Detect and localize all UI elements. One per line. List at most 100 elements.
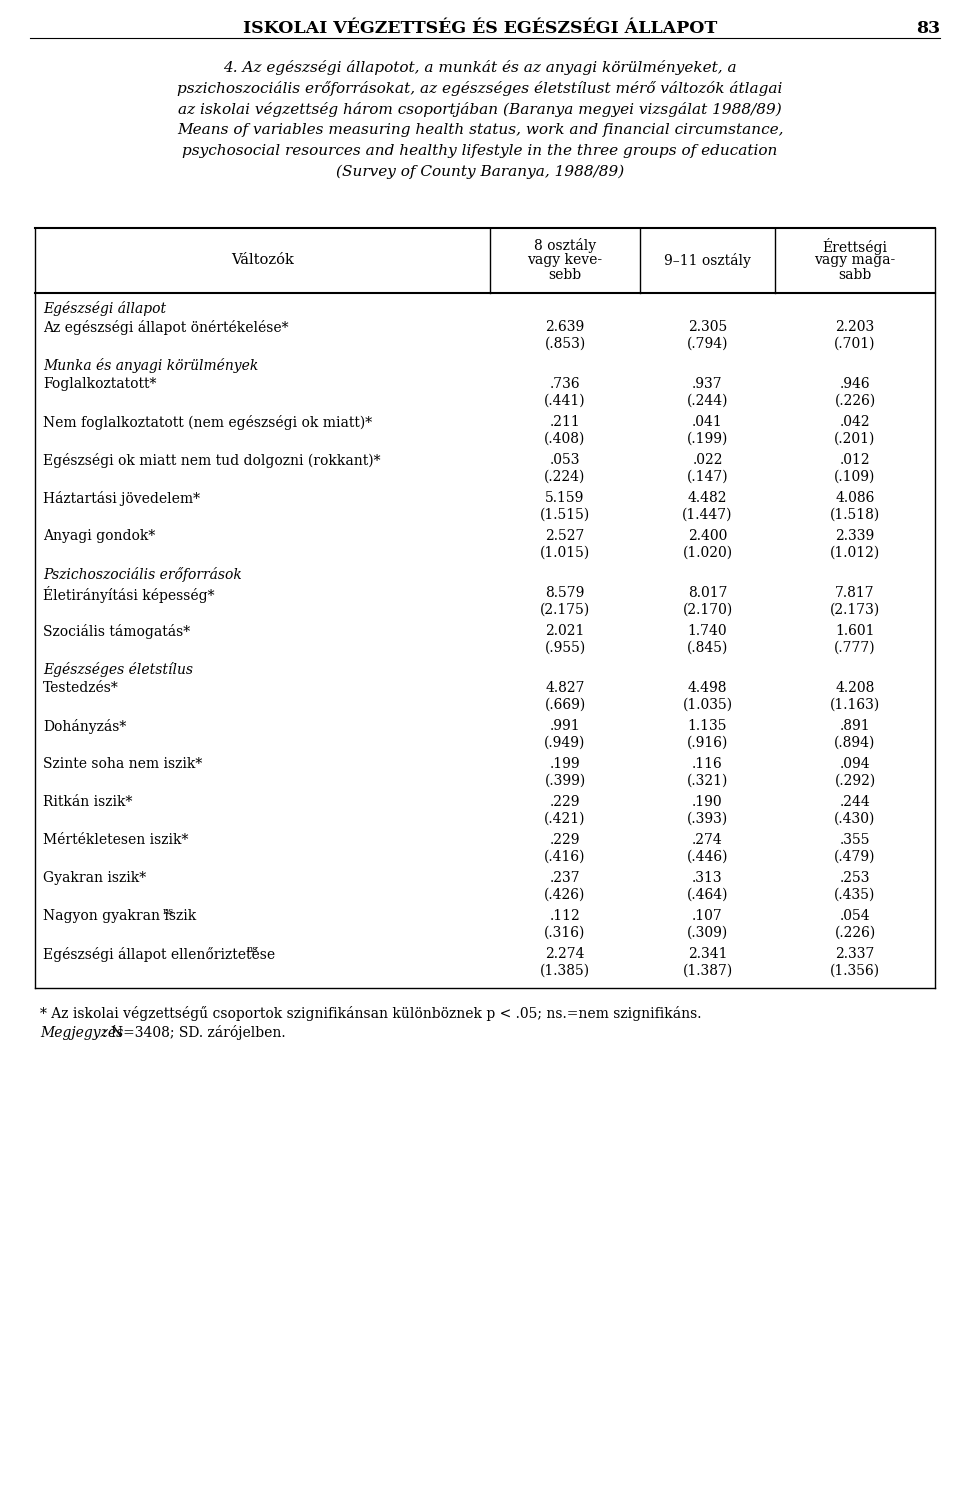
Text: (.894): (.894) (834, 736, 876, 750)
Text: (.669): (.669) (544, 697, 586, 712)
Text: Érettségi: Érettségi (823, 237, 887, 256)
Text: 8.017: 8.017 (687, 586, 728, 600)
Text: (.426): (.426) (544, 888, 586, 902)
Text: 2.305: 2.305 (688, 320, 727, 334)
Text: 1.740: 1.740 (687, 624, 728, 637)
Text: Megjegyzés: Megjegyzés (40, 1025, 123, 1040)
Text: (.464): (.464) (686, 888, 729, 902)
Text: (1.518): (1.518) (829, 508, 880, 522)
Text: (.441): (.441) (544, 394, 586, 407)
Text: .053: .053 (550, 452, 580, 467)
Text: (.147): (.147) (686, 470, 729, 484)
Text: 7.817: 7.817 (835, 586, 875, 600)
Text: (Survey of County Baranya, 1988/89): (Survey of County Baranya, 1988/89) (336, 165, 624, 179)
Text: (.199): (.199) (686, 431, 729, 446)
Text: (1.012): (1.012) (829, 546, 880, 561)
Text: Ritkán iszik*: Ritkán iszik* (43, 795, 132, 809)
Text: Dohányzás*: Dohányzás* (43, 718, 127, 733)
Text: (1.015): (1.015) (540, 546, 590, 561)
Text: (1.163): (1.163) (829, 697, 880, 712)
Text: (1.356): (1.356) (830, 963, 880, 978)
Text: Munka és anyagi körülmények: Munka és anyagi körülmények (43, 358, 258, 373)
Text: Mértékletesen iszik*: Mértékletesen iszik* (43, 833, 188, 848)
Text: 1.135: 1.135 (687, 718, 728, 733)
Text: Egészségi ok miatt nem tud dolgozni (rokkant)*: Egészségi ok miatt nem tud dolgozni (rok… (43, 452, 380, 467)
Text: .107: .107 (692, 909, 723, 923)
Text: : N=3408; SD. zárójelben.: : N=3408; SD. zárójelben. (102, 1025, 286, 1040)
Text: .237: .237 (550, 872, 580, 885)
Text: (.224): (.224) (544, 470, 586, 484)
Text: 4. Az egészségi állapotot, a munkát és az anyagi körülményeket, a: 4. Az egészségi állapotot, a munkát és a… (223, 60, 737, 75)
Text: Háztartási jövedelem*: Háztartási jövedelem* (43, 491, 200, 507)
Text: az iskolai végzettség három csoportjában (Baranya megyei vizsgálat 1988/89): az iskolai végzettség három csoportjában… (179, 102, 781, 117)
Text: (2.170): (2.170) (683, 603, 732, 618)
Text: (.393): (.393) (686, 812, 728, 827)
Text: 2.021: 2.021 (545, 624, 585, 637)
Text: Foglalkoztatott*: Foglalkoztatott* (43, 377, 156, 391)
Text: 2.339: 2.339 (835, 529, 875, 543)
Text: .022: .022 (692, 452, 723, 467)
Text: .199: .199 (550, 758, 580, 771)
Text: (.853): (.853) (544, 337, 586, 352)
Text: Pszichoszociális erőforrások: Pszichoszociális erőforrások (43, 567, 242, 582)
Text: (.226): (.226) (834, 394, 876, 407)
Text: 2.639: 2.639 (545, 320, 585, 334)
Text: Az egészségi állapot önértékelése*: Az egészségi állapot önértékelése* (43, 320, 289, 335)
Text: 4.498: 4.498 (687, 681, 728, 694)
Text: .042: .042 (840, 415, 871, 428)
Text: (.316): (.316) (544, 926, 586, 939)
Text: .211: .211 (550, 415, 581, 428)
Text: .012: .012 (840, 452, 871, 467)
Text: (2.175): (2.175) (540, 603, 590, 618)
Text: ns: ns (163, 906, 175, 915)
Text: 8 osztály: 8 osztály (534, 237, 596, 253)
Text: 2.341: 2.341 (687, 947, 728, 960)
Text: .891: .891 (840, 718, 871, 733)
Text: .112: .112 (550, 909, 581, 923)
Text: psychosocial resources and healthy lifestyle in the three groups of education: psychosocial resources and healthy lifes… (182, 144, 778, 158)
Text: .355: .355 (840, 833, 871, 848)
Text: Szociális támogatás*: Szociális támogatás* (43, 624, 190, 639)
Text: 2.400: 2.400 (687, 529, 727, 543)
Text: Gyakran iszik*: Gyakran iszik* (43, 872, 146, 885)
Text: 4.086: 4.086 (835, 491, 875, 505)
Text: sebb: sebb (548, 268, 582, 283)
Text: 4.208: 4.208 (835, 681, 875, 694)
Text: 4.482: 4.482 (687, 491, 728, 505)
Text: Életirányítási képesség*: Életirányítási képesség* (43, 586, 214, 603)
Text: (.916): (.916) (686, 736, 729, 750)
Text: (.421): (.421) (544, 812, 586, 827)
Text: .991: .991 (550, 718, 580, 733)
Text: (.321): (.321) (686, 774, 729, 788)
Text: (.701): (.701) (834, 337, 876, 352)
Text: 1.601: 1.601 (835, 624, 875, 637)
Text: Változók: Változók (231, 253, 294, 268)
Text: .229: .229 (550, 795, 580, 809)
Text: pszichoszociális erőforrásokat, az egészséges életstílust mérő változók átlagai: pszichoszociális erőforrásokat, az egész… (178, 81, 782, 96)
Text: .244: .244 (840, 795, 871, 809)
Text: (.446): (.446) (686, 851, 729, 864)
Text: (1.035): (1.035) (683, 697, 732, 712)
Text: (1.447): (1.447) (683, 508, 732, 522)
Text: 8.579: 8.579 (545, 586, 585, 600)
Text: (.955): (.955) (544, 640, 586, 655)
Text: .094: .094 (840, 758, 871, 771)
Text: (.845): (.845) (686, 640, 729, 655)
Text: Egészséges életstílus: Egészséges életstílus (43, 661, 193, 676)
Text: (.292): (.292) (834, 774, 876, 788)
Text: 2.527: 2.527 (545, 529, 585, 543)
Text: vagy maga-: vagy maga- (814, 253, 896, 268)
Text: Nagyon gyakran iszik: Nagyon gyakran iszik (43, 909, 196, 923)
Text: 5.159: 5.159 (545, 491, 585, 505)
Text: Anyagi gondok*: Anyagi gondok* (43, 529, 156, 543)
Text: (.479): (.479) (834, 851, 876, 864)
Text: (.244): (.244) (686, 394, 729, 407)
Text: .946: .946 (840, 377, 871, 391)
Text: (.109): (.109) (834, 470, 876, 484)
Text: (.408): (.408) (544, 431, 586, 446)
Text: .937: .937 (692, 377, 723, 391)
Text: (.435): (.435) (834, 888, 876, 902)
Text: (2.173): (2.173) (829, 603, 880, 618)
Text: .274: .274 (692, 833, 723, 848)
Text: Testedzés*: Testedzés* (43, 681, 119, 694)
